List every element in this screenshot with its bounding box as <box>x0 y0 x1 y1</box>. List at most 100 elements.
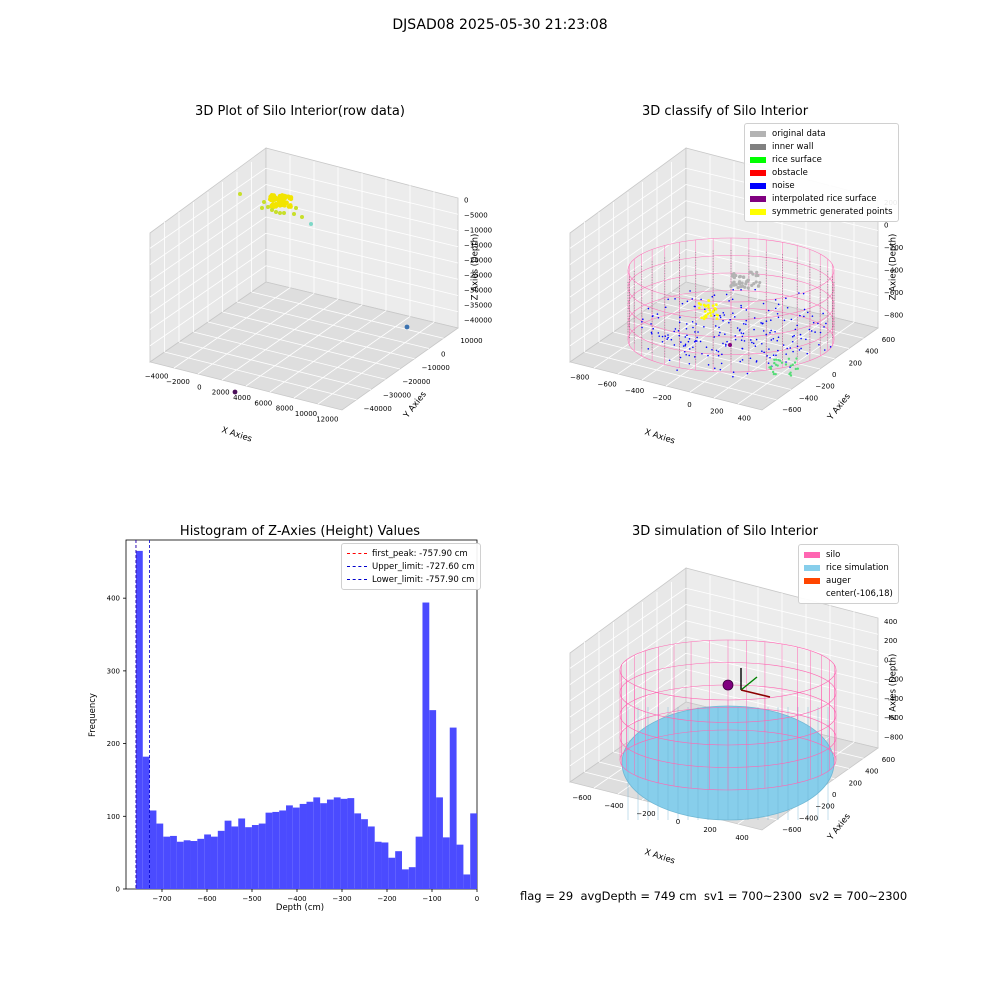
noise-point <box>651 315 654 318</box>
noise-point <box>674 328 677 330</box>
noise-point <box>763 351 765 354</box>
noise-point <box>705 346 708 349</box>
legend-swatch <box>347 553 367 554</box>
noise-point <box>719 331 721 334</box>
legend-label: Lower_limit: -757.90 cm <box>372 574 475 585</box>
panel4-title: 3D simulation of Silo Interior <box>632 524 818 539</box>
data-point <box>282 211 286 215</box>
original-point <box>754 280 758 284</box>
z-tick-label: 0 <box>464 197 468 205</box>
data-point <box>270 208 274 212</box>
x-tick-label: −4000 <box>145 373 169 381</box>
noise-point <box>694 340 697 342</box>
noise-point <box>693 305 696 308</box>
noise-point <box>786 347 788 350</box>
original-point <box>755 270 759 274</box>
panel1-points <box>232 192 410 395</box>
symmetric-point <box>706 312 710 316</box>
x-tick-label: 2000 <box>212 389 230 397</box>
noise-point <box>766 355 768 357</box>
histogram-bar <box>442 837 450 889</box>
x-tick-label: 200 <box>703 826 716 834</box>
noise-point <box>783 319 786 322</box>
noise-point <box>769 331 771 334</box>
noise-point <box>738 329 741 332</box>
panel1-zlabel: Z Axies (Depth) <box>470 233 481 301</box>
noise-point <box>786 306 789 309</box>
noise-point <box>741 359 744 361</box>
histogram-bar <box>340 798 348 889</box>
noise-point <box>777 316 780 319</box>
data-point <box>232 389 238 395</box>
noise-point <box>724 333 726 335</box>
histogram-bar <box>190 841 198 889</box>
noise-point <box>711 295 714 298</box>
panel4-silo-wireframe <box>619 639 837 791</box>
noise-point <box>793 334 795 337</box>
x-tick-label: −200 <box>652 394 671 402</box>
noise-point <box>791 340 794 343</box>
original-point <box>736 286 740 290</box>
legend-label: noise <box>772 180 795 191</box>
noise-point <box>745 319 748 322</box>
auger-axis-y <box>740 676 758 691</box>
tick-labels: −4000−2000020004000600080001000012000−40… <box>107 197 904 904</box>
noise-point <box>743 340 746 342</box>
noise-point <box>774 307 777 310</box>
rice-point <box>789 371 792 374</box>
histogram-bar <box>347 798 355 889</box>
legend-label: obstacle <box>772 167 808 178</box>
noise-point <box>794 328 797 331</box>
histogram-bar <box>163 836 171 889</box>
histogram-bar <box>436 797 443 889</box>
noise-point <box>755 360 758 362</box>
y-tick-label: −600 <box>782 826 801 834</box>
symmetric-point <box>707 303 710 307</box>
z-tick-label: −400 <box>884 266 903 274</box>
noise-point <box>770 319 772 321</box>
noise-point <box>711 348 713 351</box>
histogram-bar <box>245 827 252 889</box>
noise-point <box>754 288 756 291</box>
legend-label: center(-106,18) <box>826 588 893 599</box>
data-point <box>272 202 278 208</box>
noise-point <box>776 312 779 315</box>
legend-entry: symmetric generated points <box>750 205 893 218</box>
legend-entry: silo <box>804 548 893 561</box>
noise-point <box>720 362 723 365</box>
legend-swatch <box>750 208 766 215</box>
noise-point <box>805 338 807 341</box>
noise-point <box>803 308 806 311</box>
x-tick-label: −500 <box>242 895 261 903</box>
noise-point <box>741 347 744 350</box>
x-tick-label: −400 <box>287 895 306 903</box>
noise-point <box>796 324 798 327</box>
legend-swatch <box>750 195 766 202</box>
x-tick-label: −400 <box>625 387 644 395</box>
histogram-bar <box>408 867 416 889</box>
symmetric-point <box>711 304 715 307</box>
noise-point <box>731 298 734 301</box>
panel2-zlabel: Z Axies (Depth) <box>888 233 899 301</box>
data-point <box>292 212 296 216</box>
histogram-bar <box>176 841 184 889</box>
data-point <box>279 193 285 198</box>
noise-point <box>687 340 690 343</box>
z-tick-label: −10000 <box>464 227 492 235</box>
noise-point <box>701 352 703 355</box>
data-point <box>404 324 410 330</box>
noise-point <box>760 322 762 324</box>
noise-point <box>817 322 819 325</box>
y-tick-label: 10000 <box>460 337 482 345</box>
noise-point <box>765 333 768 336</box>
x-tick-label: 6000 <box>254 399 272 407</box>
noise-point <box>811 315 814 317</box>
noise-point <box>777 303 780 306</box>
histogram-bar <box>238 818 246 889</box>
noise-point <box>790 318 793 321</box>
legend-entry: rice simulation <box>804 561 893 574</box>
data-point <box>286 194 291 199</box>
noise-point <box>679 316 681 318</box>
noise-point <box>768 348 770 350</box>
histogram-bar <box>456 844 464 889</box>
